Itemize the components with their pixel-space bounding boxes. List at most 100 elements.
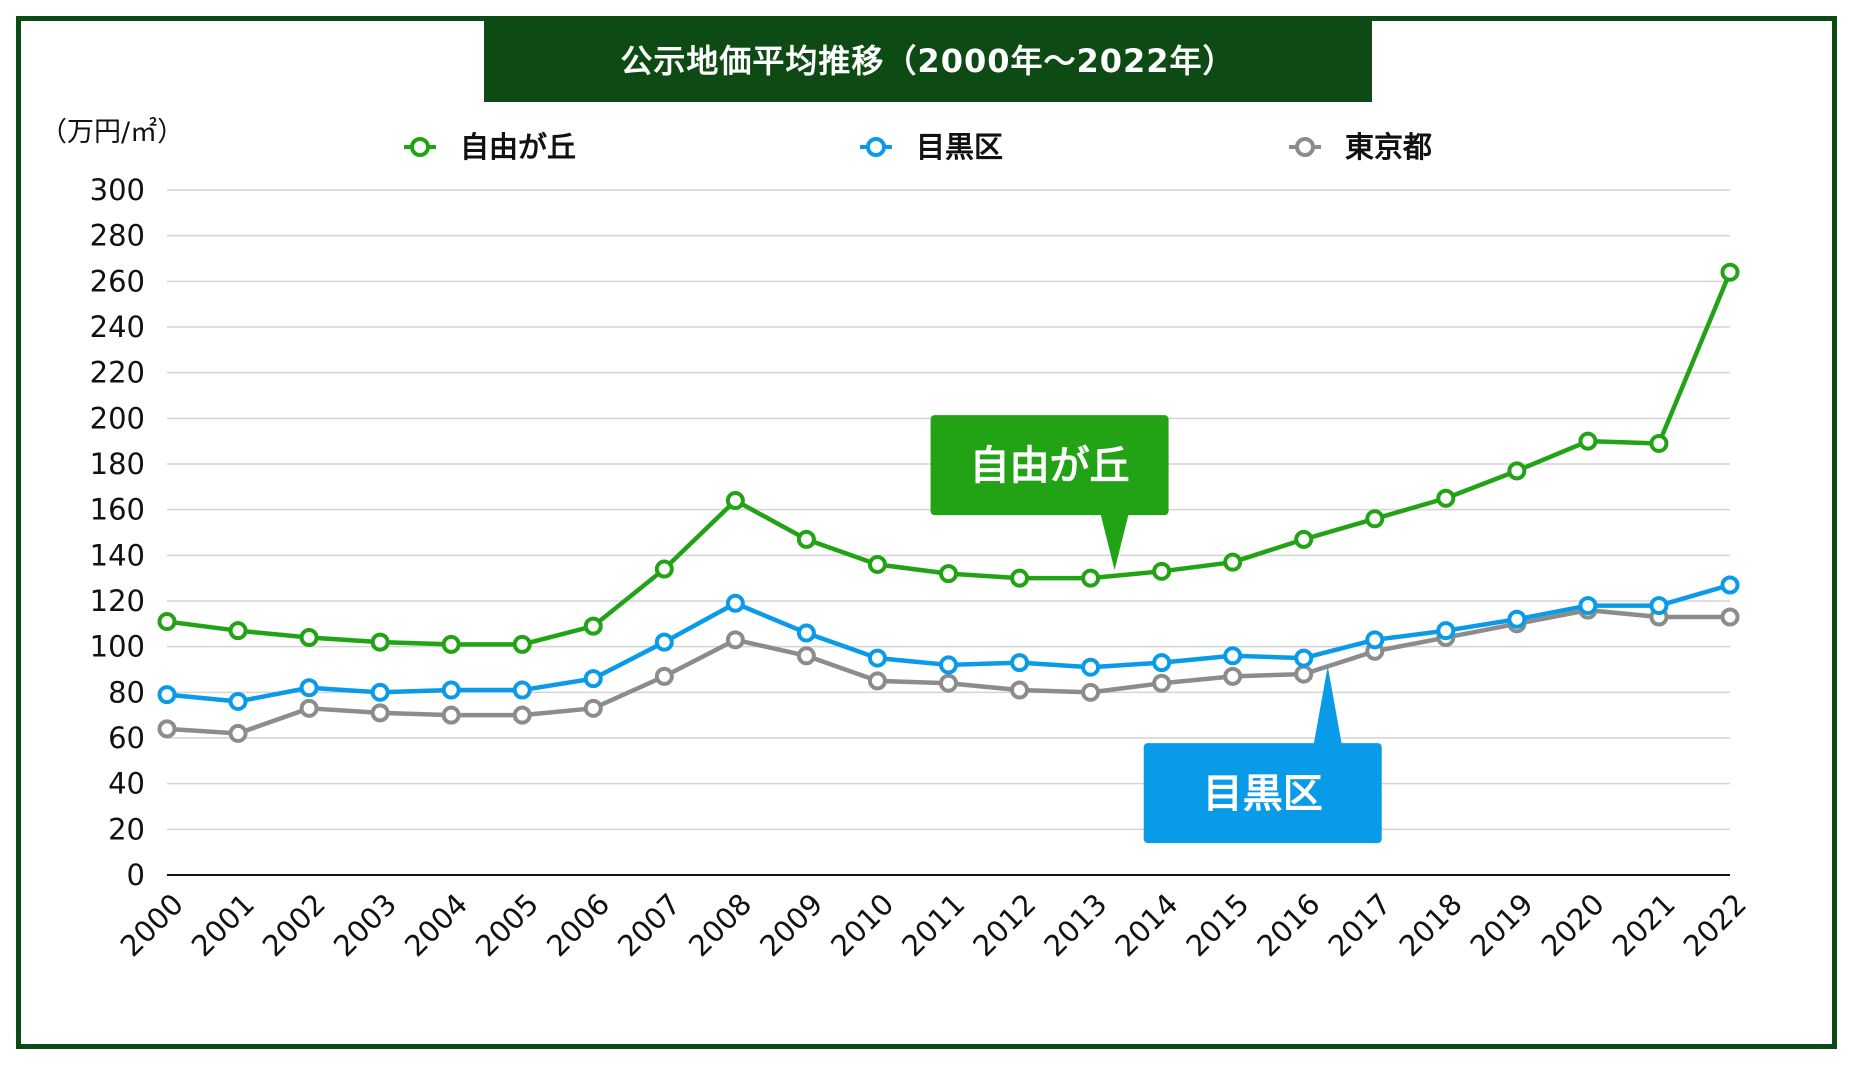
data-point — [1081, 568, 1101, 588]
y-tick-label: 160 — [90, 493, 145, 527]
y-tick-label: 240 — [90, 310, 145, 344]
y-tick-label: 220 — [90, 356, 145, 390]
data-point — [370, 682, 390, 702]
x-tick-label: 2021 — [1606, 887, 1682, 963]
x-tick-label: 2005 — [469, 887, 545, 963]
x-tick-label: 2018 — [1393, 887, 1469, 963]
data-point — [1720, 607, 1740, 627]
data-point — [1294, 648, 1314, 668]
x-axis-ticks: 2000200120022003200420052006200720082009… — [114, 887, 1753, 963]
data-point — [1578, 431, 1598, 451]
data-point — [867, 648, 887, 668]
legend-label: 目黒区 — [916, 130, 1003, 164]
x-tick-label: 2001 — [185, 887, 261, 963]
x-tick-label: 2014 — [1108, 887, 1184, 963]
data-point — [654, 666, 674, 686]
legend-marker — [1295, 137, 1315, 157]
data-point — [228, 691, 248, 711]
data-point — [1152, 561, 1172, 581]
data-point — [583, 698, 603, 718]
y-tick-label: 180 — [90, 447, 145, 481]
callout-pointer — [1100, 514, 1129, 571]
data-point — [299, 628, 319, 648]
data-point — [157, 612, 177, 632]
y-unit-label: （万円/㎡） — [40, 117, 184, 148]
grid-lines — [167, 189, 1730, 876]
data-point — [725, 593, 745, 613]
data-point — [1294, 664, 1314, 684]
data-point — [1720, 575, 1740, 595]
data-point — [370, 632, 390, 652]
data-point — [796, 529, 816, 549]
y-tick-label: 260 — [90, 264, 145, 298]
data-point — [441, 705, 461, 725]
y-axis-ticks: 0 20 40 60 80 100 120 140 160 180 200 220 240 260 280 3… — [90, 173, 145, 892]
data-point — [654, 632, 674, 652]
callout: 目黒区 — [1143, 666, 1382, 844]
data-point — [441, 680, 461, 700]
data-point — [512, 680, 532, 700]
x-tick-label: 2009 — [753, 887, 829, 963]
data-point — [1010, 568, 1030, 588]
data-point — [796, 623, 816, 643]
chart-frame — [16, 16, 1837, 1049]
legend-label: 自由が丘 — [460, 130, 576, 164]
x-tick-label: 2017 — [1321, 887, 1397, 963]
series-layer — [157, 262, 1740, 743]
legend: 自由が丘 目黒区 東京都 — [404, 130, 1432, 164]
y-tick-label: 40 — [108, 767, 145, 801]
legend-label: 東京都 — [1345, 130, 1432, 164]
legend-marker — [410, 137, 430, 157]
data-point — [1365, 630, 1385, 650]
x-tick-label: 2015 — [1179, 887, 1255, 963]
chart-title: 公示地価平均推移（2000年～2022年） — [484, 16, 1372, 102]
x-tick-label: 2016 — [1250, 887, 1326, 963]
y-tick-label: 300 — [90, 173, 145, 207]
data-point — [1152, 653, 1172, 673]
data-point — [583, 669, 603, 689]
x-tick-label: 2012 — [966, 887, 1042, 963]
data-point — [796, 646, 816, 666]
data-point — [867, 554, 887, 574]
y-tick-label: 60 — [108, 721, 145, 755]
data-point — [1436, 488, 1456, 508]
y-tick-label: 200 — [90, 401, 145, 435]
data-point — [1649, 596, 1669, 616]
x-tick-label: 2004 — [398, 887, 474, 963]
callout-box — [930, 415, 1169, 516]
data-point — [1507, 609, 1527, 629]
x-tick-label: 2022 — [1677, 887, 1753, 963]
x-tick-label: 2013 — [1037, 887, 1113, 963]
data-point — [299, 698, 319, 718]
y-tick-label: 140 — [90, 538, 145, 572]
data-point — [1365, 509, 1385, 529]
legend-marker — [866, 137, 886, 157]
data-point — [1152, 673, 1172, 693]
callout: 自由が丘 — [930, 415, 1169, 571]
data-point — [157, 685, 177, 705]
data-point — [512, 634, 532, 654]
data-point — [370, 703, 390, 723]
data-point — [299, 678, 319, 698]
data-point — [1081, 657, 1101, 677]
y-tick-label: 0 — [127, 858, 145, 892]
data-point — [1649, 433, 1669, 453]
x-tick-label: 2007 — [611, 887, 687, 963]
x-tick-label: 2008 — [682, 887, 758, 963]
data-point — [228, 621, 248, 641]
data-point — [157, 719, 177, 739]
data-point — [441, 634, 461, 654]
x-tick-label: 2003 — [327, 887, 403, 963]
x-tick-label: 2002 — [256, 887, 332, 963]
data-point — [1010, 680, 1030, 700]
data-point — [1223, 646, 1243, 666]
x-tick-label: 2000 — [114, 887, 190, 963]
data-point — [1223, 666, 1243, 686]
x-tick-label: 2020 — [1535, 887, 1611, 963]
data-point — [1578, 596, 1598, 616]
data-point — [512, 705, 532, 725]
data-point — [725, 630, 745, 650]
data-point — [1010, 653, 1030, 673]
x-tick-label: 2011 — [895, 887, 971, 963]
